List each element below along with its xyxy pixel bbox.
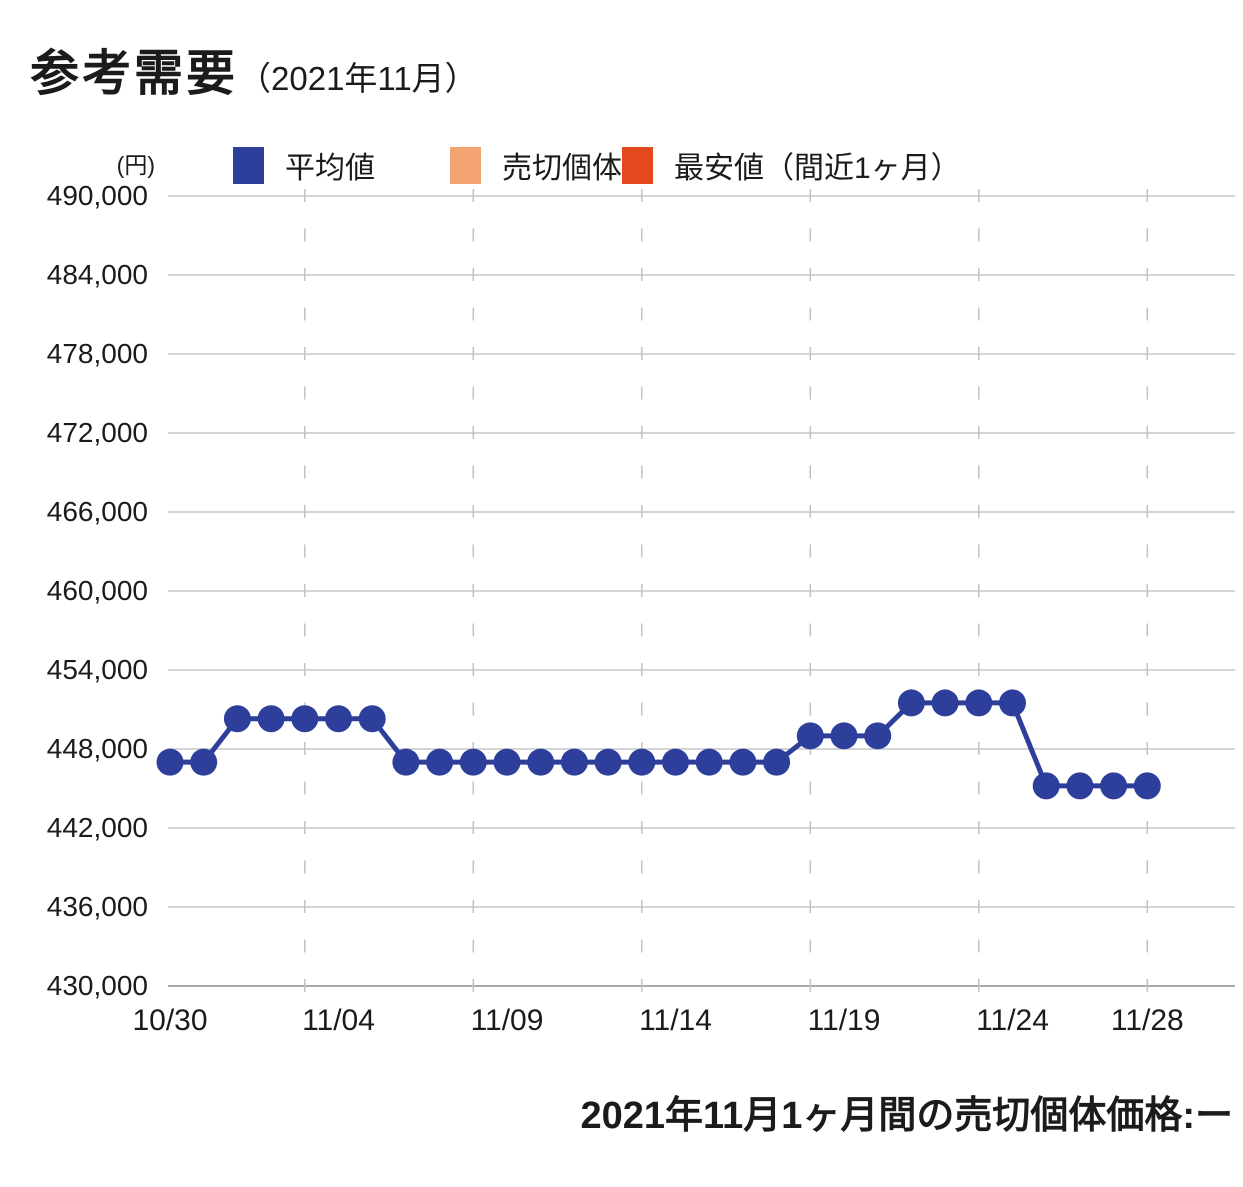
data-point [426,748,454,776]
legend-item-average: 平均値 [233,146,375,185]
data-point [1100,772,1128,800]
data-point [257,705,285,733]
y-tick-label: 454,000 [46,654,148,685]
y-tick-label: 442,000 [46,812,148,843]
legend-label-lowest: 最安値（間近1ヶ月） [674,152,961,185]
legend-label-average: 平均値 [285,152,375,185]
x-tick-label: 11/24 [976,1004,1049,1037]
footer-note: 2021年11月1ヶ月間の売切個体価格:ー [580,1095,1234,1137]
y-tick-label: 430,000 [46,970,148,1001]
data-point [662,748,689,776]
data-point [527,748,555,776]
y-axis-unit-label: (円) [116,152,155,178]
x-tick-label: 11/19 [807,1004,881,1037]
y-tick-label: 478,000 [46,338,148,369]
data-point [223,705,251,733]
data-point [763,748,791,776]
data-point [560,748,588,776]
y-tick-label: 460,000 [46,575,148,606]
legend-swatch-lowest-icon [622,146,653,184]
y-tick-label: 466,000 [46,496,148,527]
data-point [1032,772,1060,800]
data-point [459,748,487,776]
data-point [999,689,1026,717]
data-point [729,748,757,776]
data-point [931,689,959,717]
y-axis-labels: 490,000 484,000 478,000 472,000 466,000 460,0… [0,0,148,1187]
title-text: 参考需要 [30,47,239,101]
legend-swatch-soldout-icon [450,146,481,184]
data-point [1066,772,1094,800]
data-point [796,722,824,750]
chart-legend: 平均値 売切個体 最安値（間近1ヶ月） [0,146,1243,185]
data-point [1133,772,1161,800]
legend-swatch-average-icon [233,146,264,184]
data-point [291,705,319,733]
data-point [628,748,656,776]
data-point [493,748,521,776]
data-point [864,722,892,750]
data-point [358,705,386,733]
legend-label-soldout: 売切個体 [502,152,622,185]
data-point [392,748,420,776]
page-title: 参考需要（2021年11月） [30,34,478,105]
y-tick-label: 484,000 [46,259,148,290]
legend-item-lowest: 最安値（間近1ヶ月） [622,146,961,185]
y-tick-label: 436,000 [46,891,148,922]
x-tick-label: 11/09 [470,1004,544,1037]
data-point [156,748,184,776]
legend-item-soldout: 売切個体 [450,146,622,185]
data-point [325,705,352,733]
data-point [190,748,218,776]
y-tick-label: 472,000 [46,417,148,448]
x-axis-labels: 10/30 11/04 11/09 11/14 11/19 11/24 11/28 [0,1004,1243,1044]
x-tick-label: 11/14 [639,1004,712,1037]
y-tick-label: 448,000 [46,733,148,764]
data-point [594,748,622,776]
data-point [830,722,858,750]
data-point [897,689,925,717]
x-tick-label: 10/30 [132,1004,208,1037]
x-tick-label: 11/28 [1110,1004,1184,1037]
title-period: （2021年11月） [238,60,478,97]
y-tick-label: 490,000 [46,180,148,211]
x-tick-label: 11/04 [302,1004,375,1037]
data-point [695,748,723,776]
data-point [965,689,993,717]
